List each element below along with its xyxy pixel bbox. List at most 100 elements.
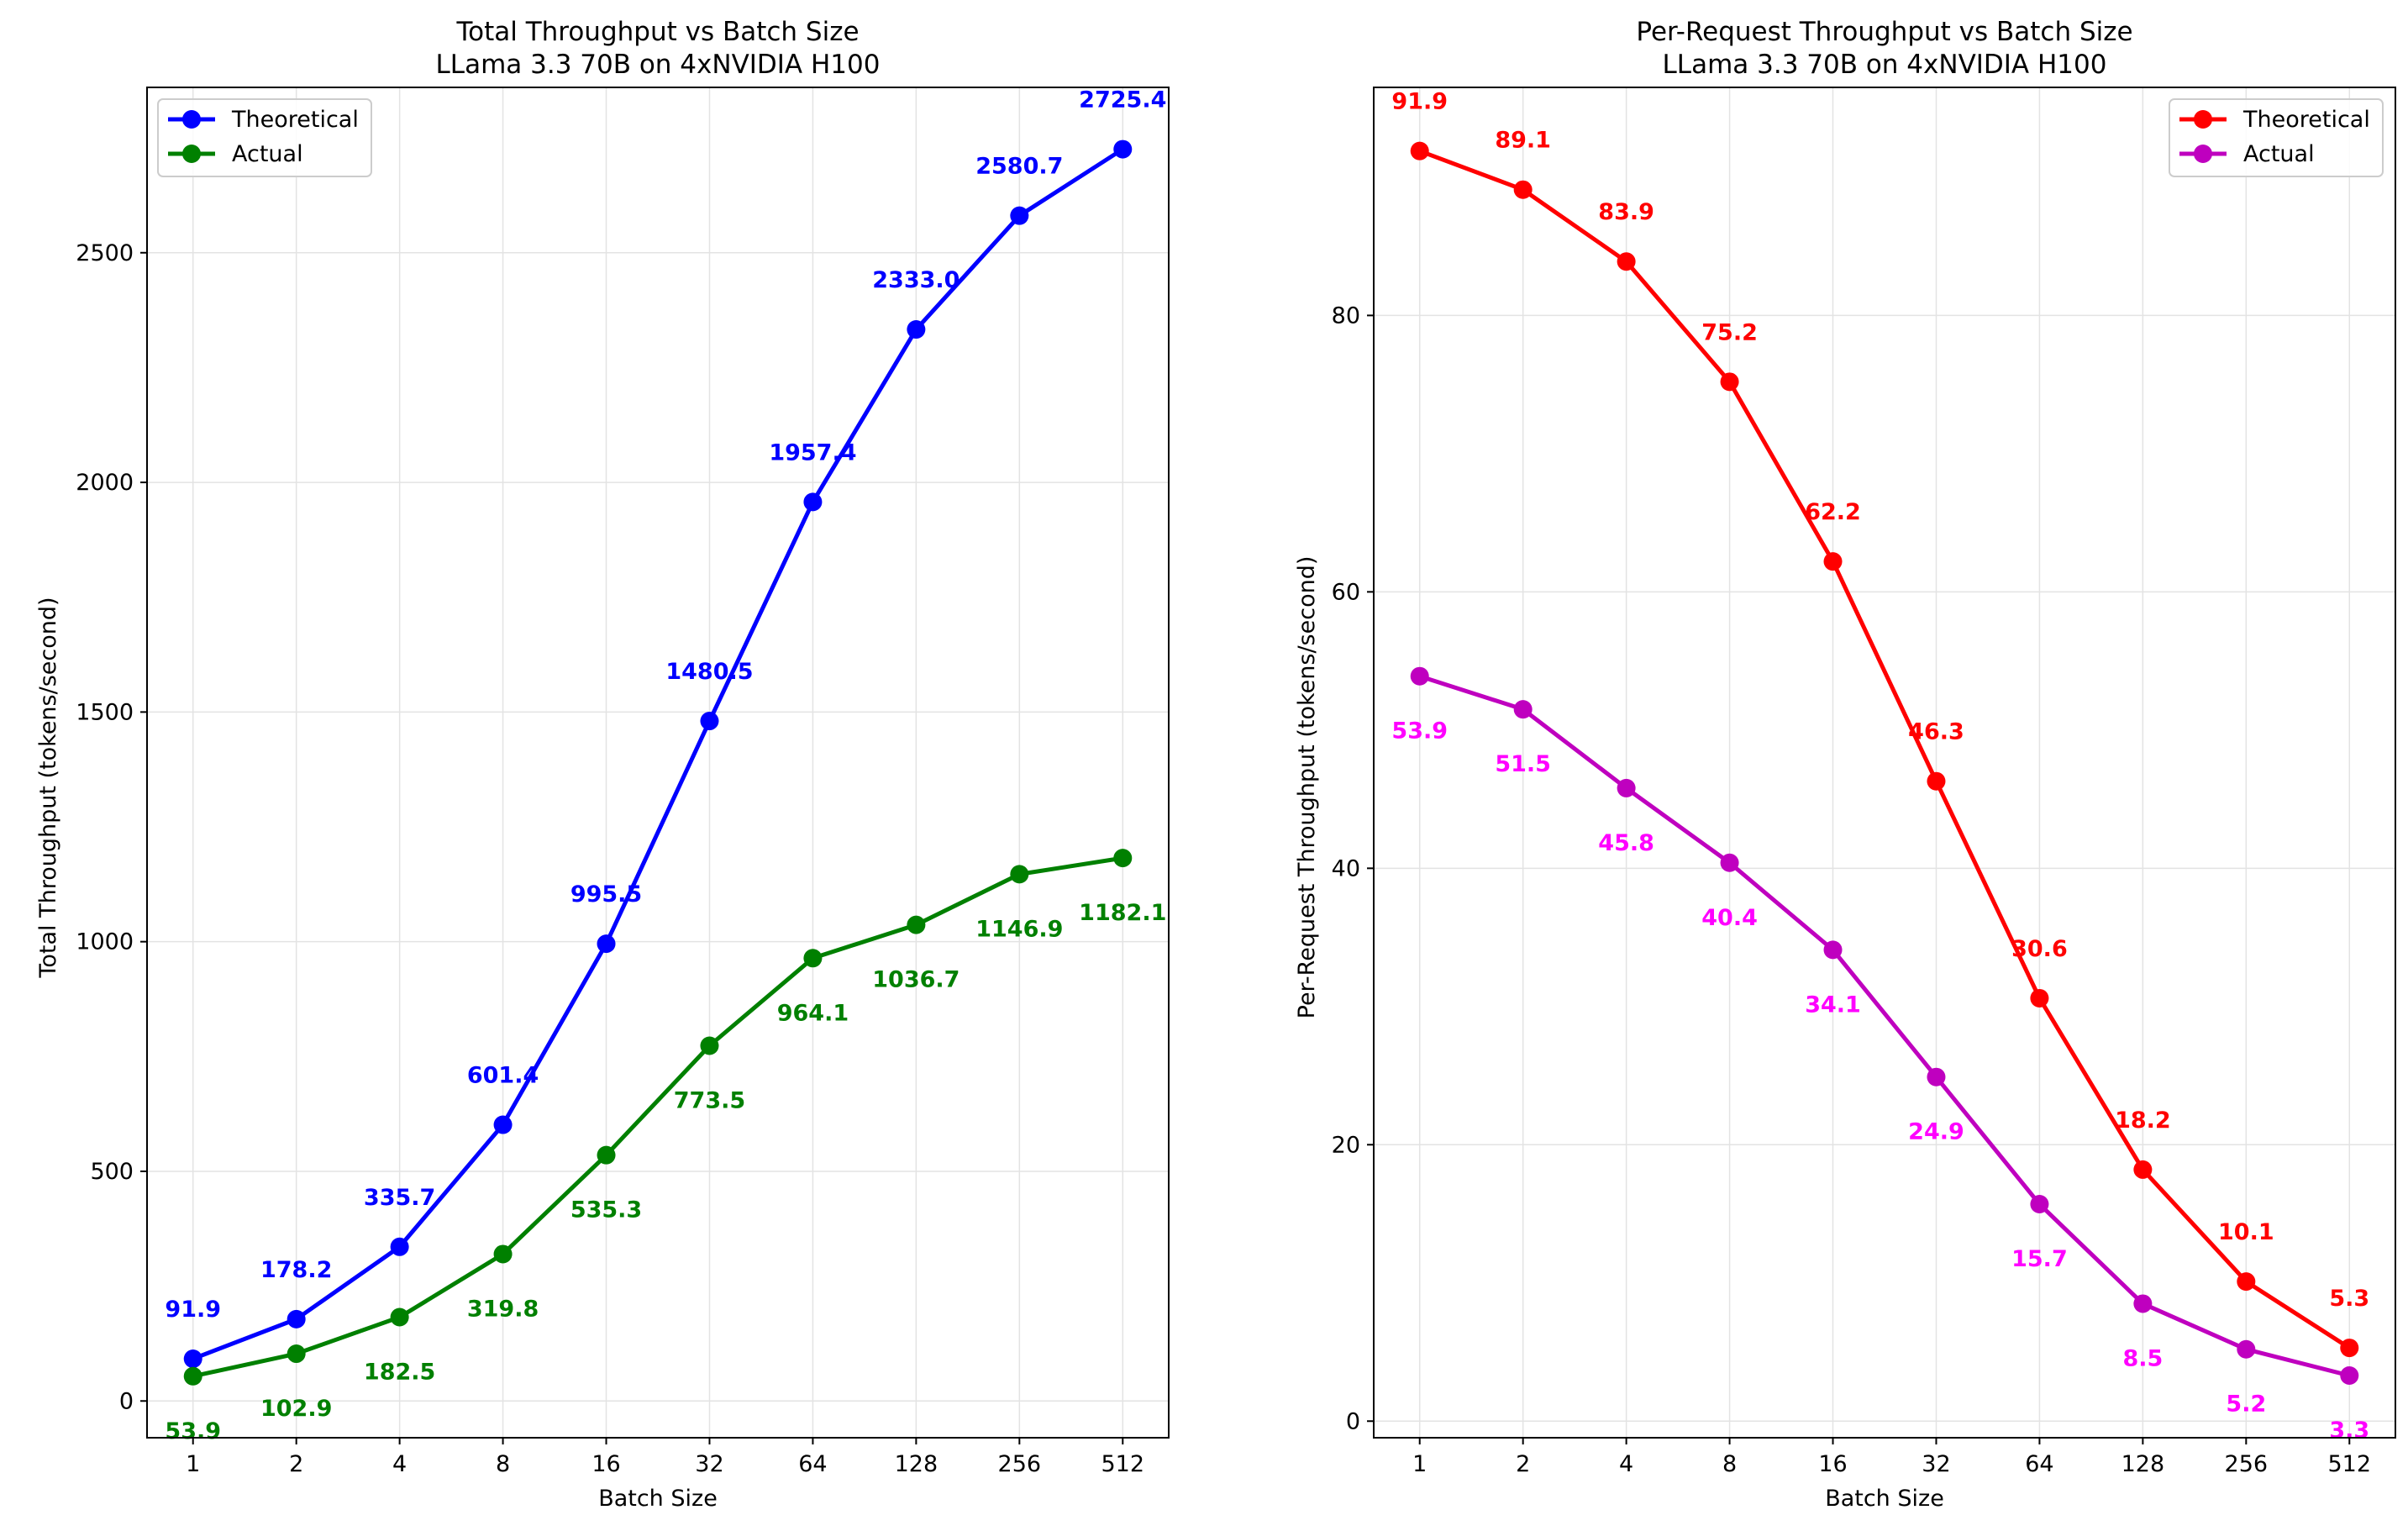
series-lines: 91.9 178.2 335.7 601.4 995.5 1480.5 1957.4 2333… — [165, 87, 1166, 1444]
y-axis-label: Total Throughput (tokens/second) — [35, 597, 61, 978]
x-axis-label: Batch Size — [1825, 1486, 1944, 1512]
data-label-actual: 102.9 — [260, 1396, 332, 1422]
x-tick-label: 64 — [2025, 1451, 2053, 1477]
data-label-actual: 34.1 — [1805, 992, 1861, 1018]
legend-label-theoretical: Theoretical — [231, 107, 359, 133]
series-line-theoretical — [1418, 149, 2351, 1350]
legend-label-theoretical: Theoretical — [2242, 107, 2370, 133]
y-tick-label: 2000 — [76, 470, 134, 496]
legend: Theoretical Actual — [2169, 98, 2384, 177]
data-label-actual: 45.8 — [1598, 830, 1654, 856]
x-tick-label: 32 — [1922, 1451, 1950, 1477]
per-request-throughput-chart: Per-Request Throughput vs Batch Size LLa… — [1294, 17, 2396, 1512]
data-label-actual: 319.8 — [467, 1296, 539, 1322]
data-label-theoretical: 1957.4 — [769, 439, 856, 466]
data-point-theoretical — [183, 1349, 202, 1369]
data-point-actual — [803, 949, 823, 968]
data-label-theoretical: 89.1 — [1495, 128, 1551, 154]
x-tick-label: 4 — [1619, 1451, 1633, 1477]
data-label-theoretical: 62.2 — [1805, 499, 1861, 525]
data-point-actual — [493, 1244, 513, 1264]
data-point-theoretical — [1513, 180, 1533, 199]
x-tick-label: 512 — [2328, 1451, 2372, 1477]
grid — [1374, 87, 2395, 1438]
data-point-theoretical — [390, 1237, 409, 1256]
data-point-actual — [1010, 865, 1029, 884]
total-throughput-chart: Total Throughput vs Batch Size LLama 3.3… — [35, 17, 1170, 1512]
chart-title: Per-Request Throughput vs Batch Size — [1636, 17, 2132, 47]
data-label-theoretical: 178.2 — [260, 1257, 332, 1283]
data-label-actual: 53.9 — [1391, 718, 1448, 744]
data-point-actual — [1720, 853, 1739, 872]
y-tick-label: 1000 — [76, 929, 134, 955]
data-point-actual — [390, 1307, 409, 1327]
data-point-actual — [1410, 666, 1429, 686]
x-tick-label: 256 — [2225, 1451, 2269, 1477]
data-point-theoretical — [1927, 771, 1946, 791]
legend-marker-actual — [2194, 145, 2212, 163]
x-tick-label: 4 — [392, 1451, 407, 1477]
x-tick-label: 256 — [998, 1451, 1042, 1477]
y-axis-label: Per-Request Throughput (tokens/second) — [1294, 556, 1320, 1019]
data-point-actual — [1823, 940, 1843, 960]
data-point-actual — [1927, 1067, 1946, 1086]
x-tick-label: 128 — [895, 1451, 938, 1477]
data-label-actual: 1182.1 — [1079, 900, 1166, 926]
chart-title: Total Throughput vs Batch Size — [455, 17, 859, 47]
data-label-actual: 1036.7 — [872, 967, 960, 993]
data-point-theoretical — [803, 492, 823, 512]
data-label-theoretical: 995.5 — [570, 881, 642, 908]
data-label-actual: 5.2 — [2226, 1392, 2266, 1418]
y-tick-label: 0 — [119, 1388, 134, 1414]
data-label-actual: 773.5 — [674, 1087, 745, 1113]
data-point-actual — [907, 915, 926, 934]
plot-frame — [1373, 87, 2396, 1439]
y-tick-label: 2500 — [76, 240, 134, 266]
y-tick-label: 0 — [1346, 1408, 1360, 1434]
x-axis-ticks: 1 2 4 8 16 32 64 128 256 512 — [1412, 1438, 2371, 1477]
data-point-theoretical — [2237, 1272, 2256, 1292]
data-label-theoretical: 1480.5 — [665, 659, 753, 685]
data-point-theoretical — [287, 1309, 306, 1328]
data-label-actual: 24.9 — [1908, 1119, 1964, 1145]
x-axis-label: Batch Size — [598, 1486, 718, 1512]
data-label-actual: 15.7 — [2011, 1246, 2068, 1272]
y-axis-ticks: 0 20 40 60 80 — [1332, 303, 1374, 1434]
data-point-theoretical — [1113, 139, 1133, 159]
data-label-theoretical: 10.1 — [2218, 1219, 2274, 1245]
data-label-actual: 51.5 — [1495, 751, 1551, 777]
x-tick-label: 64 — [798, 1451, 827, 1477]
legend-marker-theoretical — [2194, 110, 2212, 129]
series-line-theoretical — [192, 147, 1124, 1361]
data-point-actual — [2133, 1294, 2153, 1313]
x-tick-label: 32 — [695, 1451, 723, 1477]
series-lines: 91.9 89.1 83.9 75.2 62.2 46.3 30.6 18.2 10.1 5.3 5… — [1391, 89, 2369, 1444]
data-point-actual — [2340, 1365, 2359, 1385]
data-point-actual — [1617, 778, 1636, 797]
x-tick-label: 512 — [1101, 1451, 1145, 1477]
data-point-actual — [2030, 1195, 2049, 1214]
data-label-theoretical: 75.2 — [1701, 319, 1758, 345]
data-label-actual: 535.3 — [570, 1197, 642, 1223]
data-point-theoretical — [2133, 1160, 2153, 1179]
data-label-theoretical: 91.9 — [1391, 89, 1448, 115]
data-label-actual: 8.5 — [2122, 1345, 2163, 1371]
data-point-theoretical — [493, 1115, 513, 1134]
chart-subtitle: LLama 3.3 70B on 4xNVIDIA H100 — [1663, 50, 2107, 80]
data-label-actual: 964.1 — [777, 1000, 849, 1026]
x-tick-label: 2 — [1516, 1451, 1530, 1477]
data-label-theoretical: 2580.7 — [975, 154, 1063, 180]
data-point-actual — [2237, 1339, 2256, 1359]
plot-frame — [146, 87, 1170, 1439]
y-axis-ticks: 0 500 1000 1500 2000 2500 — [76, 240, 147, 1414]
series-line-actual — [1418, 674, 2350, 1378]
x-tick-label: 2 — [289, 1451, 303, 1477]
data-label-theoretical: 83.9 — [1598, 199, 1654, 225]
data-point-theoretical — [700, 712, 719, 731]
y-tick-label: 60 — [1332, 579, 1360, 605]
data-point-theoretical — [597, 934, 616, 954]
x-axis-ticks: 1 2 4 8 16 32 64 128 256 512 — [186, 1438, 1144, 1477]
legend-label-actual: Actual — [232, 141, 303, 167]
data-label-actual: 1146.9 — [975, 916, 1063, 942]
